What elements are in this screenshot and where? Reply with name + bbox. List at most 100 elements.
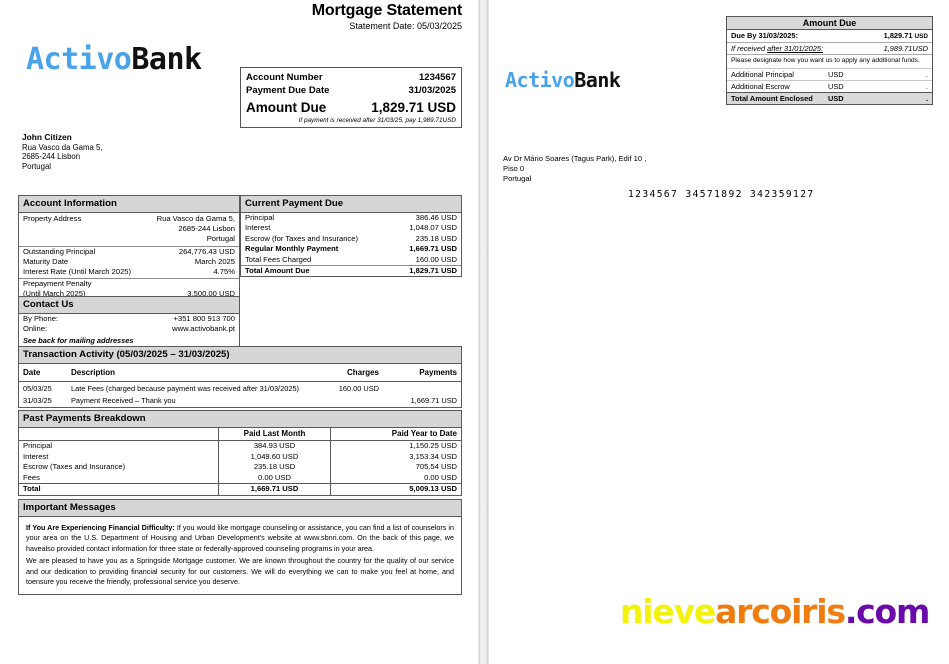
activobank-logo-primary: ActivoBank <box>26 42 202 77</box>
logo-text-activo: Activo <box>505 68 575 92</box>
total-amount-enclosed-currency: USD <box>828 94 844 104</box>
past-payments-header-row: Paid Last Month Paid Year to Date <box>19 428 461 441</box>
total-amount-enclosed-input[interactable]: . <box>925 94 928 104</box>
pp-label: Interest <box>19 451 219 463</box>
payment-due-date-label: Payment Due Date <box>246 85 330 96</box>
current-payment-due-section: Current Payment Due Principal 386.46 USD… <box>240 195 462 278</box>
amount-due-remittance-box: Amount Due Due By 31/03/2025: 1,829.71 U… <box>726 16 933 106</box>
transaction-activity-header-row: Date Description Charges Payments <box>19 364 461 382</box>
due-by-currency: USD <box>914 33 929 40</box>
transaction-description: Late Fees (charged because payment was r… <box>71 384 300 393</box>
contact-phone-row: By Phone: +351 800 913 700 <box>19 314 239 324</box>
cpd-total-amount-row: Total Amount Due 1,829.71 USD <box>241 265 461 276</box>
maturity-date-label: Maturity Date <box>23 257 69 267</box>
pp-ytd: 1,150.25 USD <box>409 441 457 450</box>
table-row: 05/03/25 Late Fees (charged because paym… <box>19 383 461 395</box>
transaction-activity-title: Transaction Activity (05/03/2025 – 31/03… <box>19 347 461 364</box>
transaction-payments: 1,669.71 USD <box>410 396 457 405</box>
pp-last-month: 0.00 USD <box>219 472 331 484</box>
cpd-escrow-row: Escrow (for Taxes and Insurance) 235.18 … <box>241 234 461 244</box>
past-payments-title: Past Payments Breakdown <box>19 411 461 428</box>
table-row: Interest 1,049.60 USD 3,153.34 USD <box>19 451 461 463</box>
column-header-date: Date <box>23 368 41 377</box>
statement-page-2 <box>490 0 949 664</box>
column-header-paid-ytd: Paid Year to Date <box>391 429 457 438</box>
column-header-paid-last-month: Paid Last Month <box>219 428 331 440</box>
transaction-date: 05/03/25 <box>23 384 52 393</box>
watermark-part-2: arcoiris <box>715 592 846 631</box>
cpd-escrow-value: 235.18 USD <box>415 233 457 243</box>
page-divider <box>478 0 490 664</box>
logo-text-bank: Bank <box>574 68 621 92</box>
payment-due-date-value: 31/03/2025 <box>408 85 456 96</box>
additional-principal-input[interactable]: . <box>925 70 928 80</box>
watermark-part-3: .com <box>844 592 931 631</box>
pp-total-ytd: 5,009.13 USD <box>409 484 457 494</box>
interest-rate-value: 4.75% <box>213 267 235 277</box>
logo-text-activo: Activo <box>26 42 132 77</box>
logo-text-bank: Bank <box>131 42 202 77</box>
contact-phone-value[interactable]: +351 800 913 700 <box>173 314 235 323</box>
cpd-total-fees-row: Total Fees Charged 160.00 USD <box>241 255 461 265</box>
column-header-category <box>19 428 219 440</box>
late-label-prefix: If received <box>731 44 768 53</box>
amount-due-label: Amount Due <box>246 100 327 115</box>
account-number-value: 1234567 <box>419 72 456 83</box>
cpd-regular-monthly-label: Regular Monthly Payment <box>245 244 339 254</box>
due-by-value: 1,829.71 <box>883 31 913 40</box>
cpd-regular-monthly-row: Regular Monthly Payment 1,669.71 USD <box>241 244 461 254</box>
pp-ytd: 0.00 USD <box>424 472 457 482</box>
interest-rate-row: Interest Rate (Until March 2025) 4.75% <box>19 267 239 277</box>
watermark-part-1: nieve <box>620 592 716 631</box>
contact-us-title: Contact Us <box>19 297 239 314</box>
property-address-line-1: Rua Vasco da Gama 5, <box>156 214 235 223</box>
pp-total-last-month: 1,669.71 USD <box>219 484 331 495</box>
pp-label: Principal <box>19 441 219 452</box>
addressee-line-2: 2685-244 Lisbon <box>22 152 81 162</box>
property-address-label: Property Address <box>23 214 82 223</box>
past-payments-breakdown-section: Past Payments Breakdown Paid Last Month … <box>18 410 462 496</box>
pp-label: Fees <box>19 472 219 484</box>
additional-escrow-row: Additional Escrow USD . <box>727 80 932 92</box>
designation-note: Please designate how you want us to appl… <box>731 57 920 64</box>
additional-principal-row: Additional Principal USD . <box>727 68 932 80</box>
cpd-interest-value: 1,048.07 USD <box>409 223 457 233</box>
column-header-description: Description <box>71 368 116 377</box>
late-payment-note: If payment is received after 31/03/25, p… <box>298 117 456 124</box>
contact-footnote: See back for mailing addresses <box>23 335 134 345</box>
prepayment-penalty-detail-row: (Until March 2025) 3,500.00 USD <box>19 289 239 299</box>
outstanding-principal-value: 264,776.43 USD <box>178 246 235 256</box>
cpd-interest-label: Interest <box>245 223 271 233</box>
transaction-date: 31/03/25 <box>23 396 52 405</box>
account-number-label: Account Number <box>246 72 323 83</box>
contact-online-label: Online: <box>23 324 48 334</box>
cpd-principal-value: 386.46 USD <box>415 213 457 222</box>
amount-due-value: 1,829.71 USD <box>371 100 456 115</box>
additional-escrow-label: Additional Escrow <box>731 82 790 92</box>
contact-us-section: Contact Us By Phone: +351 800 913 700 On… <box>18 296 240 349</box>
contact-online-row: Online: www.activobank.pt <box>19 324 239 334</box>
important-messages-paragraph-2: We are pleased to have you as a Springsi… <box>26 556 454 587</box>
cpd-regular-monthly-value: 1,669.71 USD <box>409 244 457 254</box>
additional-principal-currency: USD <box>828 70 844 80</box>
watermark-logo: nievearcoiris.com <box>620 592 931 631</box>
column-header-payments: Payments <box>419 368 457 377</box>
additional-escrow-input[interactable]: . <box>925 82 928 92</box>
property-address-line-3: Portugal <box>206 234 235 244</box>
late-label-date: after 31/01/2025: <box>767 44 824 53</box>
micr-account-line: 1234567 34571892 342359127 <box>628 189 815 200</box>
past-payments-total-row: Total 1,669.71 USD 5,009.13 USD <box>19 483 461 495</box>
contact-online-value[interactable]: www.activobank.pt <box>172 324 235 334</box>
transaction-payments <box>379 384 457 394</box>
pp-ytd: 705.54 USD <box>415 462 457 472</box>
current-payment-due-title: Current Payment Due <box>241 196 461 213</box>
addressee-block: John Citizen Rua Vasco da Gama 5, 2685-2… <box>22 132 102 171</box>
additional-escrow-currency: USD <box>828 82 844 92</box>
total-amount-enclosed-row: Total Amount Enclosed USD . <box>727 92 932 105</box>
cpd-interest-row: Interest 1,048.07 USD <box>241 223 461 233</box>
addressee-name: John Citizen <box>22 132 72 142</box>
statement-page-1: ActivoBank Mortgage Statement Statement … <box>18 2 463 596</box>
important-messages-paragraph-1: If You Are Experiencing Financial Diffic… <box>26 523 454 554</box>
column-header-charges: Charges <box>346 368 379 377</box>
transaction-charges: 160.00 USD <box>338 384 379 393</box>
